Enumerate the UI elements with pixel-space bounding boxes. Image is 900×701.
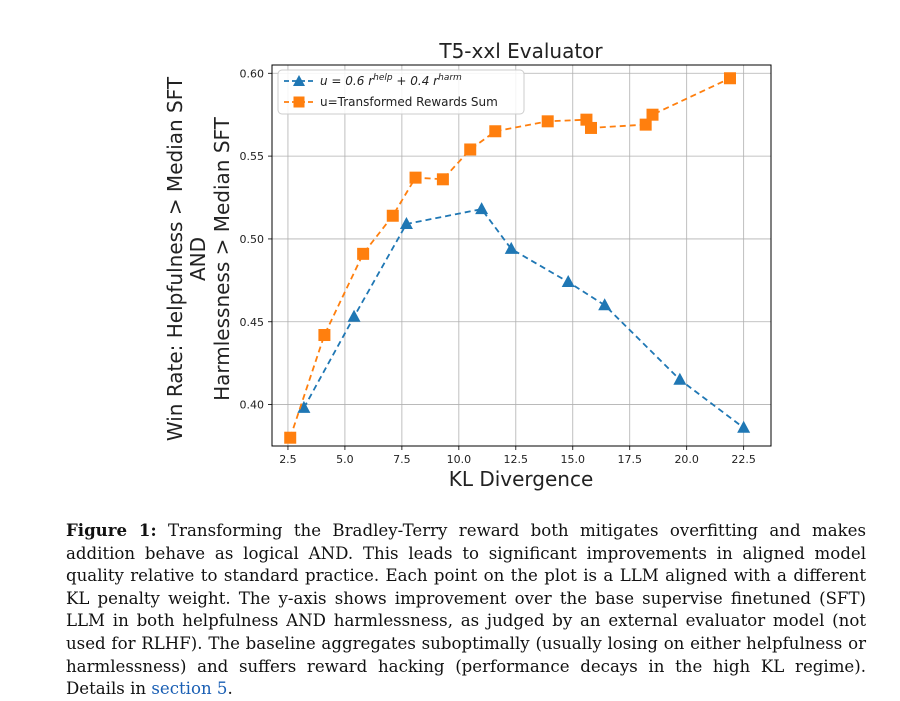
x-tick-label: 20.0 — [674, 453, 699, 466]
data-point-square — [284, 431, 297, 444]
data-point-square — [723, 72, 736, 85]
section-link[interactable]: section 5 — [151, 679, 228, 699]
y-tick-label: 0.55 — [240, 150, 265, 163]
figure-caption: Figure 1: Transforming the Bradley-Terry… — [66, 519, 866, 701]
x-tick-label: 17.5 — [617, 453, 642, 466]
figure-chart: T5-xxl Evaluator 2.5 5.0 7.5 10.0 12.5 15.0 17… — [163, 39, 772, 491]
data-point-triangle — [737, 420, 751, 433]
y-axis-label-line-1: Win Rate: Helpfulness > Median SFT — [163, 76, 187, 441]
caption-label: Figure 1: — [66, 520, 157, 540]
x-tick-label: 2.5 — [279, 453, 297, 466]
axis-ticks: 2.5 5.0 7.5 10.0 12.5 15.0 17.5 20.0 22.5 0.40 0.4… — [240, 67, 756, 466]
data-point-triangle — [561, 275, 575, 288]
legend: u = 0.6 rhelp + 0.4 rharm u=Transformed … — [277, 69, 525, 115]
data-point-triangle — [399, 217, 413, 230]
y-axis-label-line-2: AND — [186, 237, 210, 281]
legend-marker-triangle — [293, 75, 305, 86]
x-tick-label: 10.0 — [447, 453, 472, 466]
legend-s1-part-b: + 0.4 r — [393, 74, 440, 88]
y-tick-label: 0.60 — [240, 67, 265, 80]
series-1 — [297, 202, 751, 433]
y-tick-label: 0.40 — [240, 399, 265, 412]
data-point-triangle — [347, 309, 361, 322]
data-point-square — [436, 173, 449, 186]
series-1-line — [303, 208, 745, 429]
y-tick-label: 0.50 — [240, 233, 265, 246]
data-point-square — [639, 118, 652, 131]
data-point-square — [357, 247, 370, 260]
data-point-square — [584, 121, 597, 134]
caption-end: . — [227, 679, 233, 699]
y-axis-label-line-3: Harmlessness > Median SFT — [210, 116, 234, 401]
data-point-triangle — [504, 241, 518, 254]
series-2 — [284, 72, 736, 444]
x-tick-label: 22.5 — [731, 453, 756, 466]
legend-marker-square — [293, 96, 305, 108]
x-tick-label: 7.5 — [393, 453, 411, 466]
data-point-square — [541, 115, 554, 128]
chart-title: T5-xxl Evaluator — [438, 39, 603, 63]
data-point-triangle — [673, 372, 687, 385]
legend-label-series-1: u = 0.6 rhelp + 0.4 rharm — [320, 73, 462, 88]
series-layer — [284, 72, 751, 444]
legend-s1-part-a: u = 0.6 r — [320, 74, 374, 88]
x-tick-label: 15.0 — [561, 453, 586, 466]
data-point-square — [489, 125, 502, 138]
plot-frame — [271, 64, 772, 447]
legend-s1-sup-harm: harm — [438, 73, 462, 83]
y-tick-label: 0.45 — [240, 316, 265, 329]
legend-s1-sup-help: help — [373, 73, 393, 83]
data-point-square — [646, 108, 659, 121]
data-point-square — [318, 329, 331, 342]
data-point-square — [386, 209, 399, 222]
data-point-triangle — [475, 202, 489, 215]
caption-text: Transforming the Bradley-Terry reward bo… — [66, 521, 866, 699]
x-axis-label: KL Divergence — [449, 467, 594, 491]
x-tick-label: 5.0 — [336, 453, 354, 466]
data-point-square — [409, 171, 422, 184]
legend-box — [277, 69, 525, 115]
legend-label-series-2: u=Transformed Rewards Sum — [320, 95, 498, 109]
data-point-square — [464, 143, 477, 156]
grid — [272, 65, 771, 446]
x-tick-label: 12.5 — [504, 453, 529, 466]
series-2-line — [289, 77, 731, 438]
data-point-triangle — [297, 400, 311, 413]
data-point-triangle — [598, 298, 612, 311]
